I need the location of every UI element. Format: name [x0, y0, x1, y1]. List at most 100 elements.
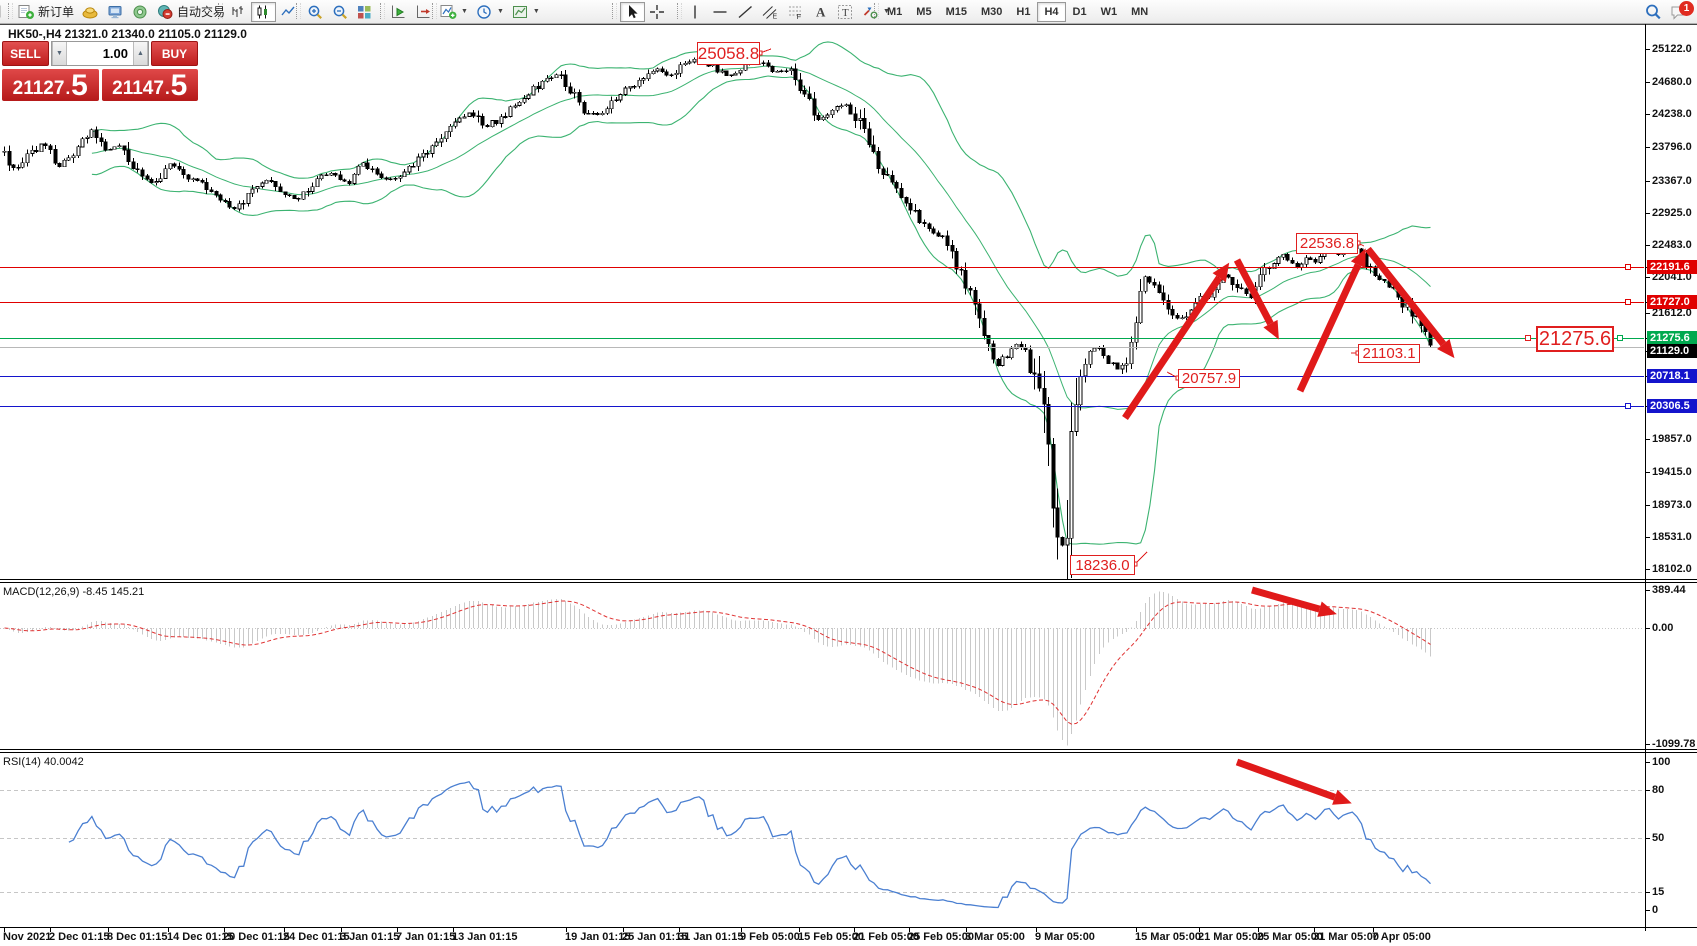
trend-arrow[interactable] — [1233, 258, 1274, 326]
callout-anchor — [1132, 561, 1138, 567]
indicators-list-button[interactable]: ▼ — [436, 2, 472, 22]
toolbar-group — [226, 0, 301, 23]
crosshair-icon — [649, 4, 666, 20]
trend-arrow[interactable] — [1235, 758, 1337, 801]
line-handle[interactable] — [1625, 264, 1631, 270]
templates-button[interactable]: ▼ — [508, 2, 544, 22]
candlestick-chart-button[interactable] — [251, 1, 276, 22]
clock-icon — [476, 4, 493, 20]
timeframe-m5-button[interactable]: M5 — [909, 2, 938, 22]
svg-text:A: A — [816, 4, 826, 19]
buy-price[interactable]: 21147. 5 — [101, 69, 198, 102]
toolbar-separator — [432, 3, 437, 19]
signals-button[interactable] — [128, 2, 153, 22]
timeframe-m30-button[interactable]: M30 — [974, 2, 1009, 22]
bollinger-upper-band — [91, 41, 1431, 277]
search-button[interactable] — [1641, 2, 1666, 22]
candles-layer — [2, 53, 1433, 579]
dropdown-caret-icon: ▼ — [532, 8, 540, 15]
notifications-button[interactable]: 1 — [1666, 0, 1694, 22]
sell-button[interactable]: SELL — [2, 41, 49, 66]
line-handle[interactable] — [1625, 403, 1631, 409]
shift-icon — [415, 4, 432, 20]
one-click-trading-panel: SELL ▼ ▲ BUY 21127.5 21147.5 — [2, 41, 198, 101]
crosshair-button[interactable] — [645, 2, 670, 22]
trendline-button[interactable] — [733, 2, 758, 22]
arrows-button[interactable]: ▼ — [858, 2, 894, 22]
hline-icon — [712, 4, 729, 20]
sell-price-main: 21127 — [12, 78, 65, 99]
horizontal-line-button[interactable] — [708, 2, 733, 22]
new-order-icon — [18, 4, 35, 20]
auto-trading-button-label: 自动交易 — [177, 5, 226, 19]
labelT-icon: T — [837, 4, 854, 20]
timeframe-m15-button[interactable]: M15 — [939, 2, 974, 22]
zoom-out-button[interactable] — [328, 2, 353, 22]
auto-scroll-button[interactable] — [386, 2, 411, 22]
timeframe-h4-button[interactable]: H4 — [1037, 1, 1066, 22]
bollinger-middle-band — [91, 65, 1431, 410]
toolbar-separator — [296, 3, 301, 19]
timeframe-w1-button[interactable]: W1 — [1094, 2, 1125, 22]
cursor-button[interactable] — [620, 1, 645, 22]
svg-text:E: E — [773, 13, 778, 20]
virtual-hosting-button[interactable] — [103, 2, 128, 22]
tile-windows-button[interactable] — [352, 2, 377, 22]
timeframe-d1-button[interactable]: D1 — [1066, 2, 1094, 22]
timeframe-m1-button[interactable]: M1 — [880, 2, 909, 22]
trend-arrow-head — [1263, 319, 1279, 340]
timeframe-w1-button-label: W1 — [1100, 5, 1118, 18]
toolbar: 新订单 自动交易 ▼ ▼ ▼ E F A T ▼ M1 M5 M15 M30 H1 H4 D1 W1 MN 1 — [0, 0, 1697, 24]
line-handle[interactable] — [1525, 335, 1531, 341]
toolbar-group — [352, 0, 377, 23]
buy-price-big-digit: 5 — [170, 69, 188, 102]
line-chart-button[interactable] — [276, 2, 301, 22]
periods-button[interactable]: ▼ — [472, 2, 508, 22]
timeframe-m5-button-label: M5 — [916, 5, 932, 18]
trend-arrow[interactable] — [1251, 586, 1321, 613]
dropdown-caret-icon: ▼ — [883, 8, 890, 15]
equidistant-channel-button[interactable]: E — [758, 2, 783, 22]
bar-chart-button[interactable] — [226, 2, 251, 22]
svg-text:T: T — [842, 7, 849, 19]
trend-arrow[interactable] — [1122, 275, 1223, 420]
channel-icon: E — [762, 4, 779, 20]
text-button[interactable]: A — [808, 2, 833, 22]
fibonacci-button[interactable]: F — [783, 2, 808, 22]
macd-pane — [0, 591, 1644, 746]
buy-button[interactable]: BUY — [151, 41, 198, 66]
timeframe-h1-button[interactable]: H1 — [1009, 2, 1037, 22]
pane-frames — [0, 24, 1697, 932]
line-handle[interactable] — [1625, 299, 1631, 305]
trend-arrow-head — [1437, 339, 1455, 359]
volume-increase-button[interactable]: ▲ — [133, 42, 148, 65]
favorites-button[interactable] — [78, 2, 103, 22]
toolbar-group — [303, 0, 353, 23]
toolbar-group — [0, 0, 15, 23]
zoom-out-icon — [332, 4, 349, 20]
trend-arrow[interactable] — [1296, 263, 1362, 393]
zoom-in-button[interactable] — [303, 2, 328, 22]
trend-arrow[interactable] — [1365, 246, 1447, 347]
text-label-button[interactable]: T — [833, 2, 858, 22]
callout-anchor — [1355, 350, 1361, 356]
annotations-layer — [757, 48, 1631, 805]
sell-price[interactable]: 21127. 5 — [2, 69, 99, 101]
chart-shift-button[interactable] — [411, 2, 436, 22]
line-handle[interactable] — [1617, 335, 1623, 341]
timeframe-m15-button-label: M15 — [945, 5, 967, 18]
indicators-icon — [440, 4, 457, 20]
chartprops-icon — [512, 4, 529, 20]
volume-decrease-button[interactable]: ▼ — [52, 42, 67, 65]
clipped-toolbar-button[interactable] — [0, 2, 15, 22]
auto-trading-button[interactable]: 自动交易 — [153, 2, 229, 22]
timeframe-mn-button-label: MN — [1131, 5, 1149, 18]
rsi-pane — [0, 780, 1644, 909]
timeframe-mn-button[interactable]: MN — [1124, 2, 1155, 22]
new-order-button[interactable]: 新订单 — [14, 2, 78, 22]
vertical-line-button[interactable] — [683, 2, 708, 22]
tiles-icon — [356, 4, 373, 20]
callout-anchor — [1355, 240, 1361, 246]
volume-input[interactable] — [67, 42, 133, 65]
